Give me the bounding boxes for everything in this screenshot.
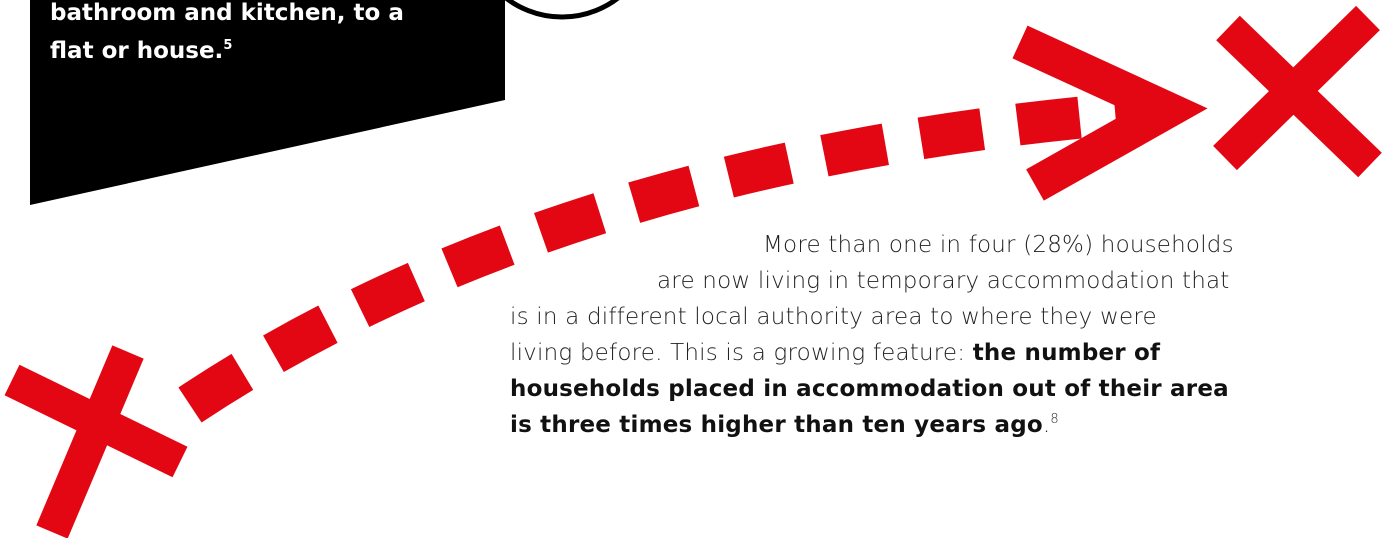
black-box <box>30 0 505 205</box>
paragraph-line: is in a different local authority area t… <box>510 304 1157 330</box>
paragraph-line: households placed in accommodation out o… <box>510 376 1229 402</box>
paragraph-text: living before. This is a growing feature… <box>510 340 965 366</box>
page: bathroom and kitchen, to a flat or house… <box>0 0 1386 538</box>
paragraph-line: is three times higher than ten years ago… <box>510 412 1059 438</box>
box-text: flat or house. <box>50 38 223 64</box>
paragraph-line: are now living in temporary accommodatio… <box>657 268 1230 294</box>
paragraph-bold: households placed in accommodation out o… <box>510 376 1229 402</box>
box-text: flat or house.5 <box>50 38 232 64</box>
paragraph-line: living before. This is a growing feature… <box>510 340 1160 366</box>
paragraph-line: More than one in four (28%) households <box>763 232 1234 258</box>
paragraph-bold: the number of <box>973 340 1161 366</box>
footnote: 5 <box>223 38 232 53</box>
footnote: 8 <box>1050 412 1058 427</box>
box-text: bathroom and kitchen, to a <box>50 0 404 26</box>
paragraph-bold: is three times higher than ten years ago <box>510 412 1043 438</box>
